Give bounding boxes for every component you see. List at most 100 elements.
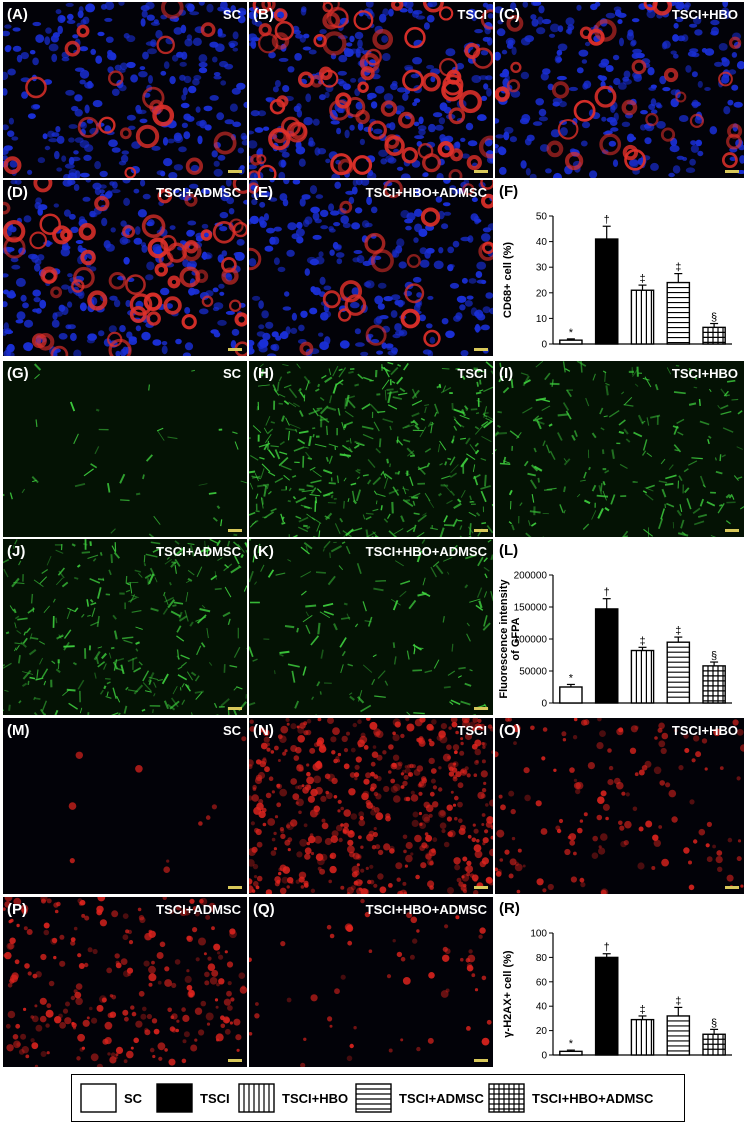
significance-mark: § [711, 312, 717, 324]
panel-label: (J) [7, 543, 26, 560]
bar [594, 238, 619, 345]
significance-mark: ‡ [639, 273, 645, 285]
group-label: TSCI+HBO [671, 366, 738, 381]
micrograph-o: (O) TSCI+HBO [495, 718, 744, 894]
legend-label: TSCI+HBO [282, 1091, 349, 1106]
scale-bar [228, 170, 242, 173]
y-tick-label: 40 [536, 1002, 548, 1013]
gfap-bar-chart: (L) Fluorescence intensityof GFPA 0 50000 10… [498, 542, 732, 710]
panel-label: (A) [7, 6, 28, 23]
group-label: TSCI [457, 7, 487, 22]
bar-group [594, 238, 619, 345]
micrograph-n: (N) TSCI [249, 718, 493, 894]
micrograph-image [3, 2, 247, 178]
group-label: TSCI+HBO [671, 7, 738, 22]
group-label: TSCI+HBO+ADMSC [365, 902, 487, 917]
group-label: TSCI [457, 723, 487, 738]
legend-swatch [238, 1083, 275, 1113]
scale-bar [474, 707, 488, 710]
y-tick-label: 0 [541, 1051, 547, 1062]
y-tick-label: 30 [536, 263, 548, 274]
micrograph-image [249, 718, 493, 894]
panel-label: (N) [253, 722, 274, 739]
y-tick-label: 200000 [514, 571, 548, 582]
chart-panel-l: (L) Fluorescence intensityof GFPA 0 50000 10… [495, 539, 744, 715]
panel-label: (M) [7, 722, 30, 739]
bar [559, 686, 583, 704]
panel-label: (F) [499, 183, 518, 200]
bar [702, 326, 726, 345]
legend-label: TSCI+HBO+ADMSC [532, 1091, 654, 1106]
y-axis-label: Fluorescence intensityof GFPA [498, 579, 522, 699]
significance-mark: * [569, 672, 574, 684]
y-tick-label: 20 [536, 288, 548, 299]
legend-swatch [80, 1083, 117, 1113]
legend-swatch-fill [156, 1083, 193, 1113]
scale-bar [474, 170, 488, 173]
micrograph-p: (P) TSCI+ADMSC [3, 897, 247, 1067]
micrograph-image [249, 897, 493, 1067]
micrograph-image [3, 897, 247, 1067]
micrograph-image [249, 361, 493, 537]
legend-label: SC [124, 1091, 143, 1106]
scale-bar [474, 1059, 488, 1062]
micrograph-j: (J) TSCI+ADMSC [3, 539, 247, 715]
bar-group [702, 665, 726, 704]
scale-bar [228, 348, 242, 351]
bar [666, 281, 691, 345]
chart-panel-f: (F) CD68+ cell (%) 0 10 20 30 40 50 * † ‡ ‡ § [495, 180, 744, 356]
legend-swatch [488, 1083, 525, 1113]
panel-label: (O) [499, 722, 521, 739]
group-label: TSCI+HBO+ADMSC [365, 544, 487, 559]
panel-label: (K) [253, 543, 274, 560]
legend-swatch-fill [80, 1083, 117, 1113]
micrograph-image [249, 180, 493, 356]
y-tick-label: 50000 [519, 667, 547, 678]
group-label: TSCI+ADMSC [156, 902, 241, 917]
scale-bar [228, 529, 242, 532]
panel-label: (L) [499, 542, 518, 559]
significance-mark: ‡ [675, 995, 681, 1007]
significance-mark: † [604, 587, 610, 599]
group-label: SC [222, 7, 241, 22]
legend-label: TSCI [200, 1091, 230, 1106]
micrograph-image [3, 718, 247, 894]
micrograph-h: (H) TSCI [249, 361, 493, 537]
bar-group [594, 956, 619, 1056]
cd68-bar-chart: (F) CD68+ cell (%) 0 10 20 30 40 50 * † ‡ ‡ § [499, 183, 732, 351]
legend-swatch-fill [238, 1083, 275, 1113]
micrograph-image [495, 361, 744, 537]
bar [630, 289, 655, 345]
scale-bar [228, 886, 242, 889]
bar [559, 339, 583, 345]
panel-label: (G) [7, 365, 29, 382]
micrograph-g: (G) SC [3, 361, 247, 537]
significance-mark: § [711, 1017, 717, 1029]
micrograph-d: (D) TSCI+ADMSC [3, 180, 247, 356]
bar-group [666, 641, 691, 704]
bar [630, 649, 655, 704]
panel-label: (Q) [253, 901, 275, 918]
legend-swatch [156, 1083, 193, 1113]
y-tick-label: 40 [536, 237, 548, 248]
bar-group [702, 326, 726, 345]
y-tick-label: 100 [530, 929, 547, 940]
legend-swatch-fill [355, 1083, 392, 1113]
group-label: SC [222, 366, 241, 381]
panel-label: (P) [7, 901, 27, 918]
significance-mark: * [569, 1038, 574, 1050]
chart-panel-r: (R) γ-H2AX+ cell (%) 0 20 40 60 80 100 * † ‡ ‡ § [495, 897, 744, 1067]
panel-label: (D) [7, 184, 28, 201]
legend: SC TSCI TSCI+HBO TSCI+ADMSC TSCI+HBO+ADM… [71, 1074, 685, 1122]
micrograph-k: (K) TSCI+HBO+ADMSC [249, 539, 493, 715]
bar [594, 956, 619, 1056]
h2ax-bar-chart: (R) γ-H2AX+ cell (%) 0 20 40 60 80 100 * † ‡ ‡ § [499, 900, 732, 1062]
bar-group [666, 281, 691, 345]
scale-bar [725, 529, 739, 532]
micrograph-image [3, 361, 247, 537]
scale-bar [228, 707, 242, 710]
group-label: SC [222, 723, 241, 738]
bar [559, 1050, 583, 1056]
significance-mark: ‡ [639, 1004, 645, 1016]
panel-label: (R) [499, 900, 520, 917]
